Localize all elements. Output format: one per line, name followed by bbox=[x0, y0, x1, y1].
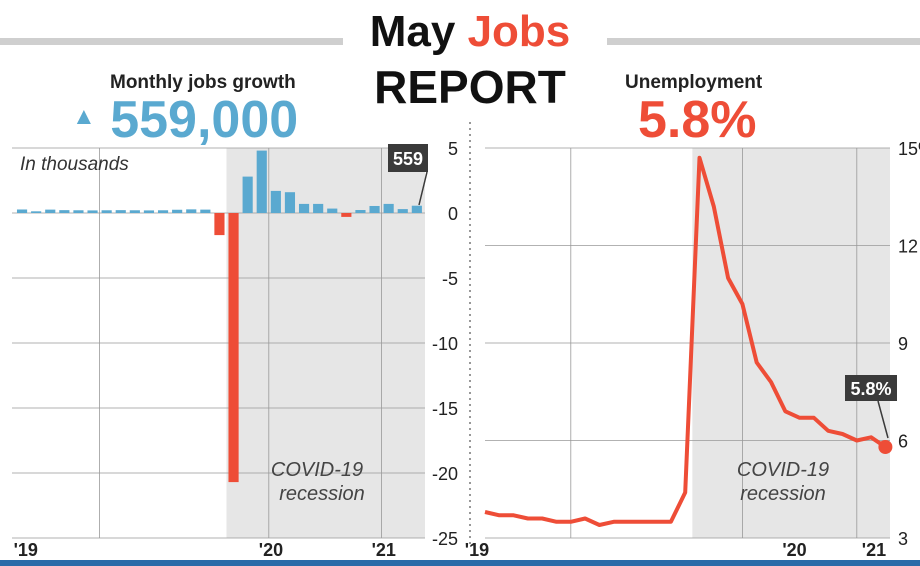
jobs-bar bbox=[228, 213, 239, 483]
left-recession-label-1: COVID-19 bbox=[271, 459, 363, 481]
jobs-bar bbox=[270, 190, 281, 213]
right-callout-box bbox=[845, 375, 897, 401]
right-recession-label-1: COVID-19 bbox=[737, 459, 829, 481]
right-y-tick-label: 15% bbox=[898, 139, 920, 159]
right-callout: 5.8% bbox=[845, 375, 897, 439]
jobs-bar bbox=[383, 203, 394, 213]
title-rule-right bbox=[607, 38, 920, 45]
jobs-bar bbox=[256, 150, 267, 213]
unemployment-endpoint bbox=[878, 440, 893, 454]
jobs-bar bbox=[16, 209, 28, 213]
unemployment-headline: 5.8% bbox=[638, 91, 757, 149]
right-gridlines bbox=[485, 147, 890, 539]
left-x-tick-label: '19 bbox=[14, 540, 38, 560]
jobs-bar bbox=[143, 210, 155, 213]
left-y-tick-label: 5 bbox=[448, 139, 458, 159]
jobs-bar bbox=[101, 210, 112, 213]
jobs-bar bbox=[87, 210, 98, 213]
jobs-bar bbox=[115, 210, 126, 213]
right-callout-label: 5.8% bbox=[850, 379, 891, 399]
bottom-accent-bar bbox=[0, 560, 920, 566]
unemployment-points bbox=[484, 157, 886, 526]
jobs-bar bbox=[411, 205, 422, 213]
left-bars bbox=[16, 150, 422, 483]
right-y-ticks: 15% 12 9 6 3 bbox=[898, 139, 920, 549]
left-x-ticks: '19 '20 '21 bbox=[14, 540, 396, 560]
title-rule-left bbox=[0, 38, 343, 45]
jobs-bar bbox=[129, 210, 140, 213]
left-unit-note: In thousands bbox=[20, 154, 129, 175]
jobs-bar bbox=[355, 210, 366, 213]
right-y-tick-label: 3 bbox=[898, 529, 908, 549]
left-callout-label: 559 bbox=[393, 149, 423, 169]
left-y-tick-label: -25 bbox=[432, 529, 458, 549]
left-recession-label-2: recession bbox=[279, 483, 365, 505]
left-callout: 559 bbox=[388, 144, 428, 206]
jobs-bar bbox=[186, 209, 197, 213]
title-word-may: May bbox=[369, 7, 456, 56]
jobs-bar bbox=[397, 209, 408, 213]
jobs-bar bbox=[172, 209, 183, 213]
jobs-bar bbox=[157, 210, 169, 213]
right-x-tick-label: '20 bbox=[782, 540, 806, 560]
right-recession-label-2: recession bbox=[740, 483, 826, 505]
left-y-tick-label: -10 bbox=[432, 334, 458, 354]
jobs-bar bbox=[284, 192, 296, 213]
jobs-bar bbox=[327, 208, 338, 213]
up-arrow-icon: ▲ bbox=[72, 103, 96, 131]
left-y-tick-label: -5 bbox=[442, 269, 458, 289]
right-x-ticks: '19 '20 '21 bbox=[465, 540, 886, 560]
left-y-tick-label: 0 bbox=[448, 204, 458, 224]
left-y-tick-label: -20 bbox=[432, 464, 458, 484]
right-x-tick-label: '19 bbox=[465, 540, 489, 560]
jobs-bar bbox=[313, 203, 324, 213]
jobs-bar bbox=[341, 213, 352, 217]
jobs-bar bbox=[369, 205, 380, 213]
left-callout-pointer bbox=[418, 171, 428, 206]
title-word-jobs: Jobs bbox=[467, 7, 571, 56]
jobs-bar bbox=[59, 210, 70, 213]
right-y-tick-label: 12 bbox=[898, 237, 918, 257]
left-gridlines bbox=[12, 147, 425, 539]
jobs-growth-value: 559,000 bbox=[110, 91, 299, 149]
jobs-bar bbox=[73, 210, 84, 213]
jobs-bar bbox=[214, 213, 225, 236]
right-callout-pointer bbox=[877, 400, 889, 439]
right-y-tick-label: 9 bbox=[898, 334, 908, 354]
jobs-bar bbox=[200, 209, 211, 213]
jobs-bar bbox=[242, 176, 253, 213]
page-title: May Jobs bbox=[330, 8, 610, 56]
jobs-growth-headline: ▲ 559,000 bbox=[72, 92, 298, 151]
left-y-ticks: 5 0 -5 -10 -15 -20 -25 bbox=[432, 139, 458, 549]
unemployment-chart: 15% 12 9 6 3 '19 '20 '21 5.8% COVID-19 recessi… bbox=[465, 139, 920, 560]
left-callout-box bbox=[388, 144, 428, 172]
right-x-tick-label: '21 bbox=[862, 540, 886, 560]
page-title-line2: REPORT bbox=[374, 61, 566, 113]
jobs-growth-chart: 5 0 -5 -10 -15 -20 -25 '19 '20 '21 559 In thousa… bbox=[12, 139, 458, 560]
left-x-tick-label: '21 bbox=[372, 540, 396, 560]
left-x-tick-label: '20 bbox=[259, 540, 283, 560]
unemployment-subtitle: Unemployment bbox=[625, 72, 763, 93]
jobs-bar bbox=[31, 211, 42, 213]
jobs-growth-subtitle: Monthly jobs growth bbox=[110, 72, 296, 93]
jobs-bar bbox=[45, 209, 56, 213]
jobs-bar bbox=[298, 203, 310, 213]
left-y-tick-label: -15 bbox=[432, 399, 458, 419]
right-y-tick-label: 6 bbox=[898, 432, 908, 452]
